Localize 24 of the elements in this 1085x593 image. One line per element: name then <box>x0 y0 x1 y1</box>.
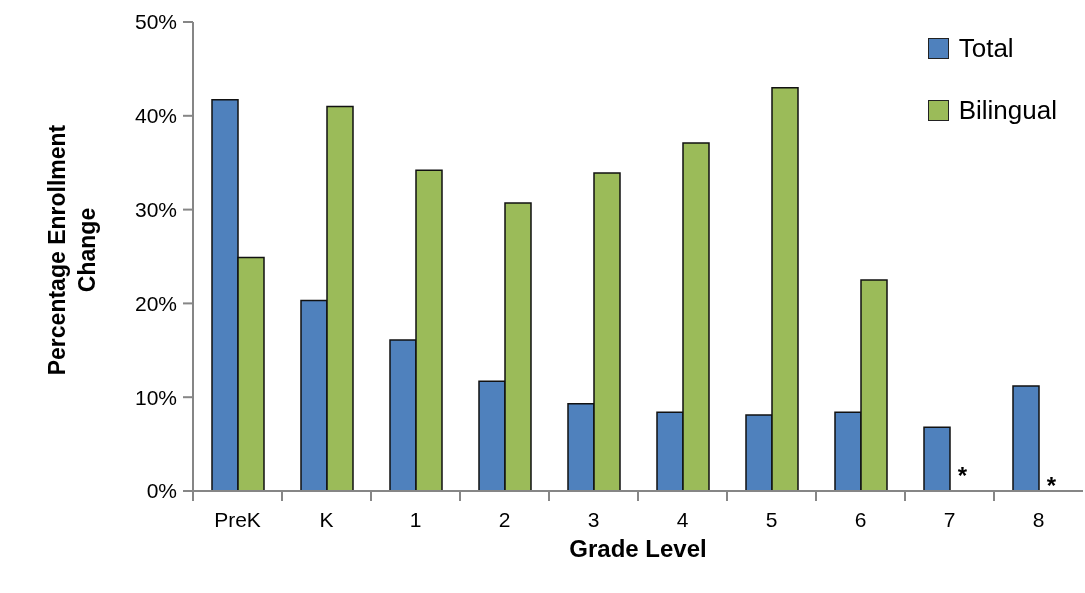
y-tick-label: 40% <box>134 104 177 128</box>
x-tick-label: 6 <box>854 508 867 531</box>
bar <box>1012 385 1040 491</box>
bar <box>923 426 951 491</box>
x-tick-label: 4 <box>676 508 689 531</box>
legend-label: Bilingual <box>958 94 1057 126</box>
annotation: * <box>957 462 968 490</box>
y-tick-label: 30% <box>134 198 177 222</box>
x-tick-label: 8 <box>1032 508 1045 531</box>
y-tick-label: 20% <box>134 291 177 315</box>
x-tick-label: PreK <box>214 508 261 531</box>
x-tick-label: K <box>319 508 334 531</box>
x-tick-label: 2 <box>498 508 511 531</box>
annotation: * <box>1046 471 1057 499</box>
x-tick-label: 7 <box>943 508 956 531</box>
x-tick-label: 5 <box>765 508 778 531</box>
y-tick-label: 10% <box>134 385 177 409</box>
y-tick-label: 50% <box>134 10 177 34</box>
x-axis-title: Grade Level <box>569 535 707 562</box>
legend-label: Total <box>958 32 1014 64</box>
y-tick-label: 0% <box>146 479 177 503</box>
y-axis-title: Percentage Enrollment Change <box>43 123 101 378</box>
x-tick-label: 1 <box>409 508 422 531</box>
x-tick-label: 3 <box>587 508 600 531</box>
